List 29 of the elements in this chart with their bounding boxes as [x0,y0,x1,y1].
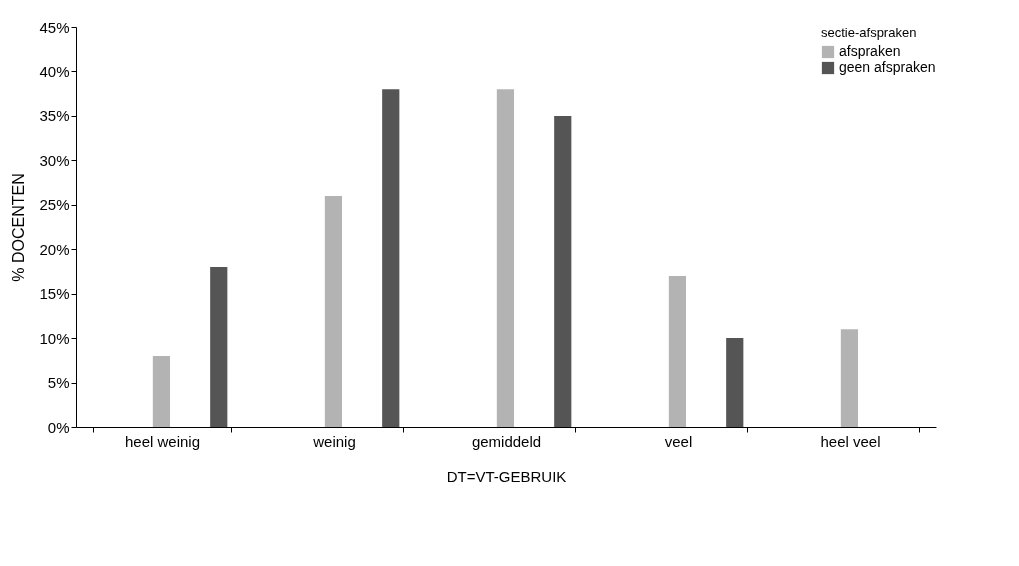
legend-label: afspraken [839,43,901,59]
y-tick-label: 10% [39,329,70,347]
y-tick-label: 35% [39,107,70,125]
x-tick-label: weinig [312,432,356,450]
bar [382,89,400,427]
x-tick-label: heel weinig [124,432,201,450]
x-tick-label: veel [664,432,693,450]
x-tick-label: heel veel [820,432,881,450]
y-axis-title: % DOCENTEN [10,173,28,282]
bar [496,89,515,427]
bar [668,275,687,427]
y-tick-label: 20% [39,240,70,258]
y-tick-label: 40% [39,62,70,80]
y-tick-label: 5% [47,374,70,392]
x-tick-label: gemiddeld [471,432,542,450]
legend-label: geen afspraken [839,59,936,75]
x-axis-title: DT=VT-GEBRUIK [446,467,567,485]
bar [324,195,343,427]
y-tick-label: 0% [47,418,70,436]
bar [726,338,744,427]
legend-title: sectie-afspraken [821,25,917,40]
bar [152,355,171,427]
y-tick-label: 45% [39,18,70,36]
bar [554,115,572,427]
bar [210,267,228,427]
bar [840,329,859,427]
y-tick-label: 30% [39,151,70,169]
y-tick-label: 25% [39,196,70,214]
y-tick-label: 15% [39,285,70,303]
